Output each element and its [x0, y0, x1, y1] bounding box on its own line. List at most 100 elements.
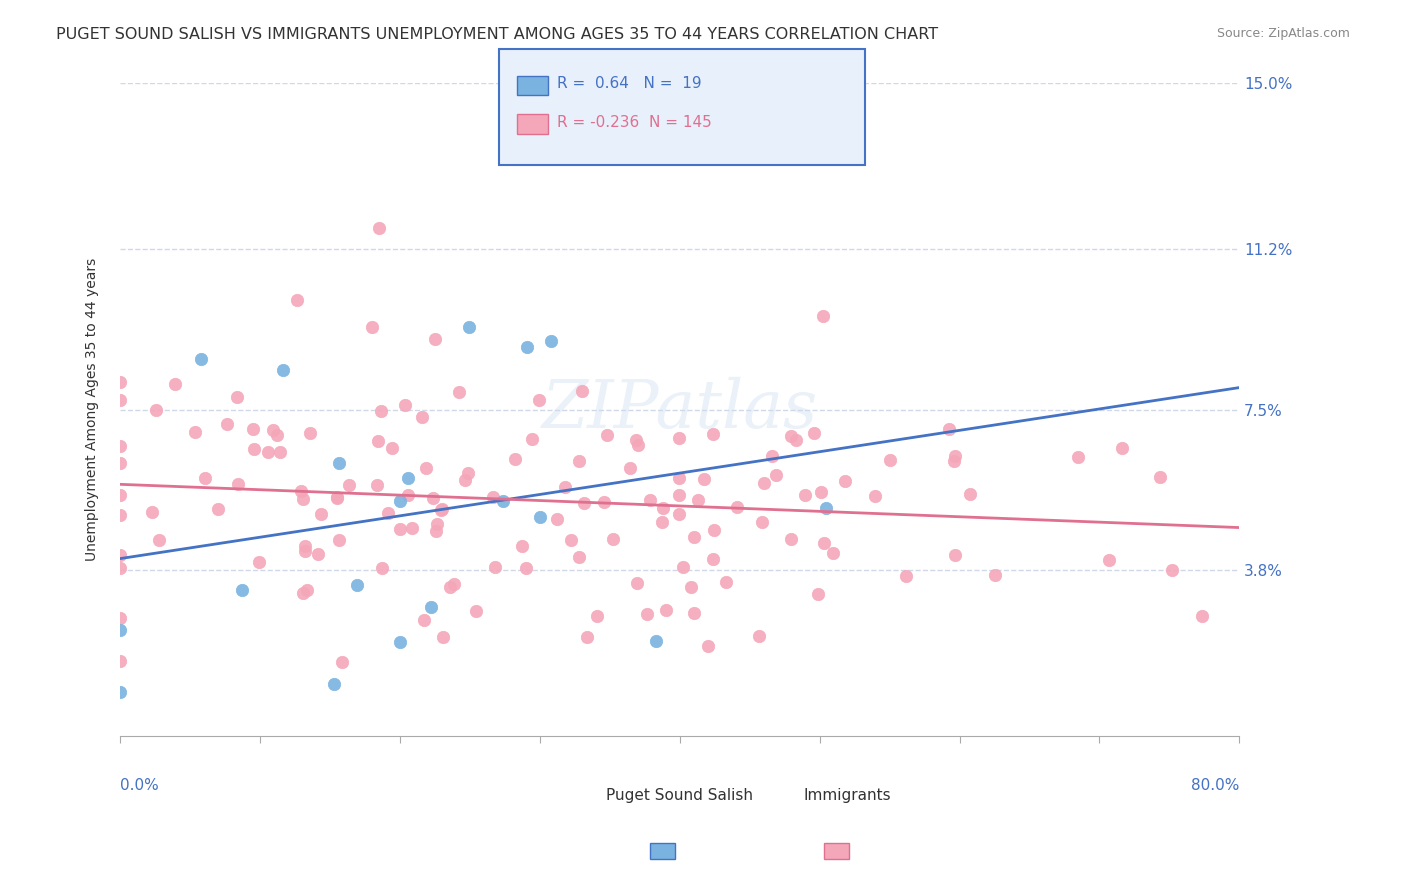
Point [636, 607, 658, 622]
Point [515, 560, 537, 574]
Text: Puget Sound Salish: Puget Sound Salish [606, 788, 754, 803]
Point [592, 495, 614, 509]
Point [325, 490, 347, 504]
Point [765, 467, 787, 482]
Point [482, 491, 505, 505]
Point [938, 422, 960, 436]
Point [108, 611, 131, 625]
Point [226, 390, 249, 404]
Point [432, 631, 454, 645]
Point [243, 442, 266, 456]
Point [360, 320, 382, 334]
Point [679, 581, 702, 595]
Point [959, 487, 981, 501]
Point [269, 445, 291, 459]
Point [226, 477, 249, 491]
Point [163, 376, 186, 391]
Point [389, 494, 412, 508]
Point [422, 491, 444, 505]
Point [576, 630, 599, 644]
Point [328, 456, 350, 470]
Point [813, 536, 835, 550]
Point [568, 549, 591, 564]
Text: 0.0%: 0.0% [120, 778, 159, 793]
Point [108, 654, 131, 668]
Point [432, 502, 454, 516]
Point [619, 461, 641, 475]
Point [683, 606, 706, 620]
Point [108, 685, 131, 699]
Point [285, 293, 308, 308]
Point [346, 578, 368, 592]
Point [571, 384, 593, 398]
Point [190, 351, 212, 366]
Point [367, 221, 389, 235]
Point [184, 425, 207, 439]
Point [668, 488, 690, 502]
Point [425, 524, 447, 538]
Point [823, 546, 845, 560]
Point [945, 548, 967, 562]
Point [751, 515, 773, 529]
Point [381, 441, 404, 455]
Point [520, 432, 543, 446]
Point [572, 496, 595, 510]
Point [394, 398, 416, 412]
Point [672, 560, 695, 574]
Point [370, 404, 392, 418]
Point [388, 635, 411, 649]
Point [454, 473, 477, 487]
Point [810, 485, 832, 500]
Point [688, 493, 710, 508]
Point [108, 561, 131, 575]
Point [984, 568, 1007, 582]
Point [585, 608, 607, 623]
Point [396, 471, 419, 485]
Point [262, 424, 284, 438]
Point [568, 453, 591, 467]
Point [108, 392, 131, 407]
Point [396, 488, 419, 502]
Point [803, 426, 825, 441]
Point [811, 310, 834, 324]
Point [1067, 450, 1090, 464]
Point [754, 476, 776, 491]
Point [1191, 609, 1213, 624]
Point [668, 507, 690, 521]
Point [242, 422, 264, 436]
Point [330, 655, 353, 669]
Point [292, 586, 315, 600]
Point [326, 491, 349, 505]
Point [546, 512, 568, 526]
Text: R = -0.236  N = 145: R = -0.236 N = 145 [557, 115, 711, 129]
Point [814, 501, 837, 516]
Point [307, 548, 329, 562]
Point [554, 480, 576, 494]
Point [377, 506, 399, 520]
Point [624, 433, 647, 447]
Point [299, 425, 322, 440]
Point [602, 532, 624, 546]
Point [793, 488, 815, 502]
Point [785, 434, 807, 448]
Point [295, 583, 318, 598]
Point [761, 449, 783, 463]
Point [865, 489, 887, 503]
Point [423, 333, 446, 347]
Point [108, 375, 131, 389]
Point [896, 569, 918, 583]
Point [108, 438, 131, 452]
Point [640, 493, 662, 508]
Point [328, 533, 350, 548]
Point [207, 502, 229, 516]
Point [294, 540, 316, 554]
Point [108, 508, 131, 523]
Point [645, 634, 668, 648]
Point [716, 575, 738, 590]
Point [367, 434, 389, 448]
Point [294, 544, 316, 558]
Point [527, 392, 550, 407]
Point [529, 509, 551, 524]
Point [652, 501, 675, 516]
Point [457, 466, 479, 480]
